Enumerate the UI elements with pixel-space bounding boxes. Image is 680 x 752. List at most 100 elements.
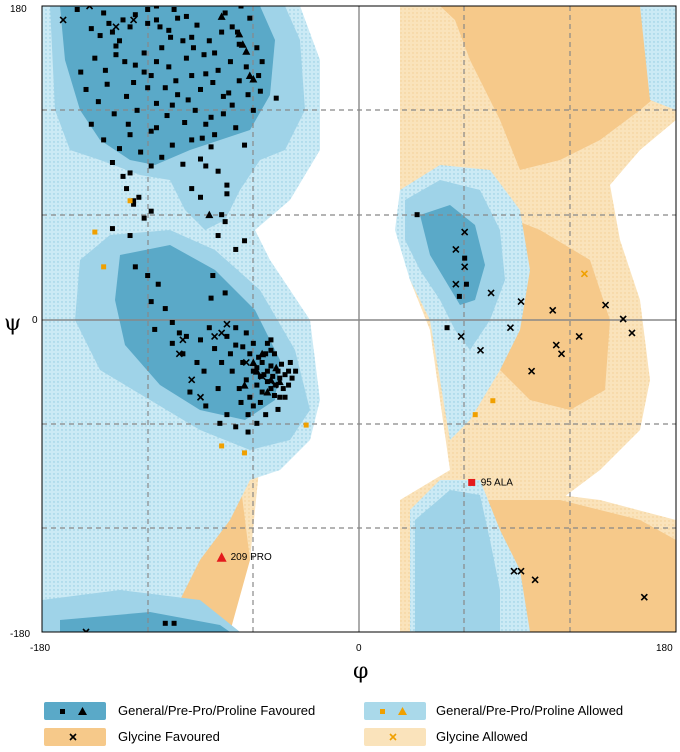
general-pre-pro-proline-favouredsquare-point bbox=[171, 620, 177, 626]
general-pre-pro-proline-favouredsquare-point bbox=[189, 186, 195, 192]
general-pre-pro-proline-favouredsquare-point bbox=[180, 351, 186, 357]
general-pre-pro-proline-favouredsquare-point bbox=[159, 154, 165, 160]
general-pre-pro-proline-favouredsquare-point bbox=[233, 125, 239, 131]
general-pre-pro-proline-favouredsquare-point bbox=[148, 73, 154, 79]
legend-label-general-favoured: General/Pre-Pro/Proline Favoured bbox=[118, 703, 316, 718]
general-pre-pro-proline-favouredsquare-point bbox=[189, 137, 195, 143]
general-pre-pro-proline-favouredsquare-point bbox=[282, 394, 288, 400]
general-pre-pro-proline-favouredsquare-point bbox=[173, 78, 179, 84]
general-pre-pro-proline-allowedsquare-point bbox=[242, 450, 248, 456]
general-core-region bbox=[420, 205, 485, 305]
general-pre-pro-proline-favouredsquare-point bbox=[226, 90, 232, 96]
general-pre-pro-proline-favouredsquare-point bbox=[148, 208, 154, 214]
general-pre-pro-proline-favouredsquare-point bbox=[286, 382, 292, 388]
general-pre-pro-proline-favouredsquare-point bbox=[222, 10, 228, 16]
glycine-favouredcross-point bbox=[517, 298, 525, 306]
general-pre-pro-proline-favouredsquare-point bbox=[169, 319, 175, 325]
general-pre-pro-proline-favouredsquare-point bbox=[185, 97, 191, 103]
general-pre-pro-proline-favouredsquare-point bbox=[153, 125, 159, 131]
glycine-favouredcross-point bbox=[487, 289, 495, 297]
general-pre-pro-proline-favouredsquare-point bbox=[78, 69, 84, 75]
general-pre-pro-proline-favouredsquare-point bbox=[180, 38, 186, 44]
general-pre-pro-proline-favouredsquare-point bbox=[229, 102, 235, 108]
general-pre-pro-proline-favouredsquare-point bbox=[125, 121, 131, 127]
general-pre-pro-proline-favouredsquare-point bbox=[145, 6, 151, 12]
general-pre-pro-proline-favouredtriangle-point bbox=[217, 12, 226, 20]
general-pre-pro-proline-favouredsquare-point bbox=[259, 389, 265, 395]
general-pre-pro-proline-favouredsquare-point bbox=[456, 293, 462, 299]
general-pre-pro-proline-favouredsquare-point bbox=[254, 420, 260, 426]
general-pre-pro-proline-favouredtriangle-point bbox=[266, 375, 275, 384]
general-pre-pro-proline-favouredsquare-point bbox=[83, 86, 89, 92]
glycine-favouredcross-point bbox=[206, 0, 212, 4]
general-pre-pro-proline-favouredsquare-point bbox=[136, 194, 142, 200]
general-pre-pro-proline-favouredsquare-point bbox=[212, 50, 218, 56]
general-pre-pro-proline-favouredsquare-point bbox=[101, 10, 107, 16]
general-pre-pro-proline-favouredsquare-point bbox=[116, 146, 122, 152]
general-pre-pro-proline-favouredsquare-point bbox=[198, 156, 203, 162]
general-pre-pro-proline-favouredsquare-point bbox=[176, 330, 182, 336]
general-core-region bbox=[115, 245, 280, 420]
cross-orange-icon bbox=[389, 733, 397, 741]
general-pre-pro-proline-favouredsquare-point bbox=[220, 111, 226, 117]
glycine-favouredcross-point bbox=[575, 332, 583, 340]
glycine-favouredcross-point bbox=[112, 23, 120, 31]
general-pre-pro-proline-allowedsquare-point bbox=[303, 422, 309, 428]
general-pre-pro-proline-favouredsquare-point bbox=[169, 340, 175, 346]
general-pre-pro-proline-favouredsquare-point bbox=[273, 95, 279, 101]
general-pre-pro-proline-favouredsquare-point bbox=[132, 12, 138, 18]
glycine-favouredcross-point bbox=[223, 320, 231, 328]
outlier-point bbox=[216, 552, 227, 562]
general-pre-pro-proline-favouredsquare-point bbox=[187, 389, 193, 395]
general-pre-pro-proline-favouredsquare-point bbox=[229, 24, 235, 30]
general-pre-pro-proline-favouredsquare-point bbox=[263, 412, 269, 418]
general-pre-pro-proline-favouredsquare-point bbox=[462, 255, 468, 261]
general-pre-pro-proline-favouredsquare-point bbox=[217, 420, 223, 426]
glycine-favouredcross-point bbox=[531, 576, 539, 584]
general-pre-pro-proline-favouredsquare-point bbox=[169, 142, 175, 148]
general-pre-pro-proline-favouredsquare-point bbox=[122, 59, 128, 65]
general-pre-pro-proline-favouredsquare-point bbox=[127, 24, 133, 30]
cross-black-icon bbox=[69, 733, 77, 741]
glycine-favouredcross-point bbox=[270, 381, 279, 389]
general-favoured-region bbox=[415, 490, 500, 632]
glycine-favouredcross-point bbox=[175, 350, 183, 358]
general-pre-pro-proline-favouredsquare-point bbox=[190, 45, 196, 51]
general-pre-pro-proline-favouredsquare-point bbox=[268, 337, 274, 343]
general-pre-pro-proline-favouredsquare-point bbox=[113, 43, 119, 49]
general-pre-pro-proline-favouredsquare-point bbox=[194, 22, 200, 28]
general-pre-pro-proline-favouredsquare-point bbox=[153, 17, 159, 23]
general-pre-pro-proline-favouredsquare-point bbox=[175, 92, 181, 98]
general-pre-pro-proline-favouredsquare-point bbox=[245, 92, 251, 98]
general-pre-pro-proline-favouredsquare-point bbox=[159, 45, 165, 51]
general-pre-pro-proline-favouredsquare-point bbox=[227, 351, 233, 357]
outliers: 95 ALA 209 PRO bbox=[216, 477, 514, 563]
legend-label-general-allowed: General/Pre-Pro/Proline Allowed bbox=[436, 703, 624, 718]
general-pre-pro-proline-favouredsquare-point bbox=[194, 359, 200, 365]
general-pre-pro-proline-favouredtriangle-point bbox=[272, 363, 281, 372]
y-tick-top: 180 bbox=[10, 4, 27, 15]
glycine-favouredcross-point bbox=[196, 393, 205, 401]
general-pre-pro-proline-favouredsquare-point bbox=[293, 368, 299, 374]
x-tick-right: 180 bbox=[656, 643, 673, 654]
general-pre-pro-proline-favouredsquare-point bbox=[268, 347, 274, 353]
general-pre-pro-proline-favouredsquare-point bbox=[132, 264, 138, 270]
general-pre-pro-proline-favouredsquare-point bbox=[233, 325, 239, 331]
general-pre-pro-proline-favouredsquare-point bbox=[222, 290, 228, 296]
general-pre-pro-proline-favouredsquare-point bbox=[192, 107, 198, 113]
general-pre-pro-proline-favouredsquare-point bbox=[233, 342, 239, 348]
outlier-label: 95 ALA bbox=[481, 477, 514, 488]
general-pre-pro-proline-favouredsquare-point bbox=[210, 273, 216, 279]
general-pre-pro-proline-favouredsquare-point bbox=[243, 330, 249, 336]
glycine-favouredcross-point bbox=[528, 367, 536, 375]
general-pre-pro-proline-favouredsquare-point bbox=[198, 337, 203, 343]
general-pre-pro-proline-favouredsquare-point bbox=[268, 386, 274, 392]
glycine-favouredcross-point bbox=[628, 329, 636, 337]
general-pre-pro-proline-favouredsquare-point bbox=[111, 111, 117, 117]
general-pre-pro-proline-favouredsquare-point bbox=[242, 142, 248, 148]
general-pre-pro-proline-favouredsquare-point bbox=[104, 81, 110, 87]
general-pre-pro-proline-favouredsquare-point bbox=[238, 6, 244, 9]
general-pre-pro-proline-favouredsquare-point bbox=[148, 163, 154, 169]
general-pre-pro-proline-favouredsquare-point bbox=[224, 333, 230, 339]
glycine-favouredcross-point bbox=[457, 332, 465, 340]
